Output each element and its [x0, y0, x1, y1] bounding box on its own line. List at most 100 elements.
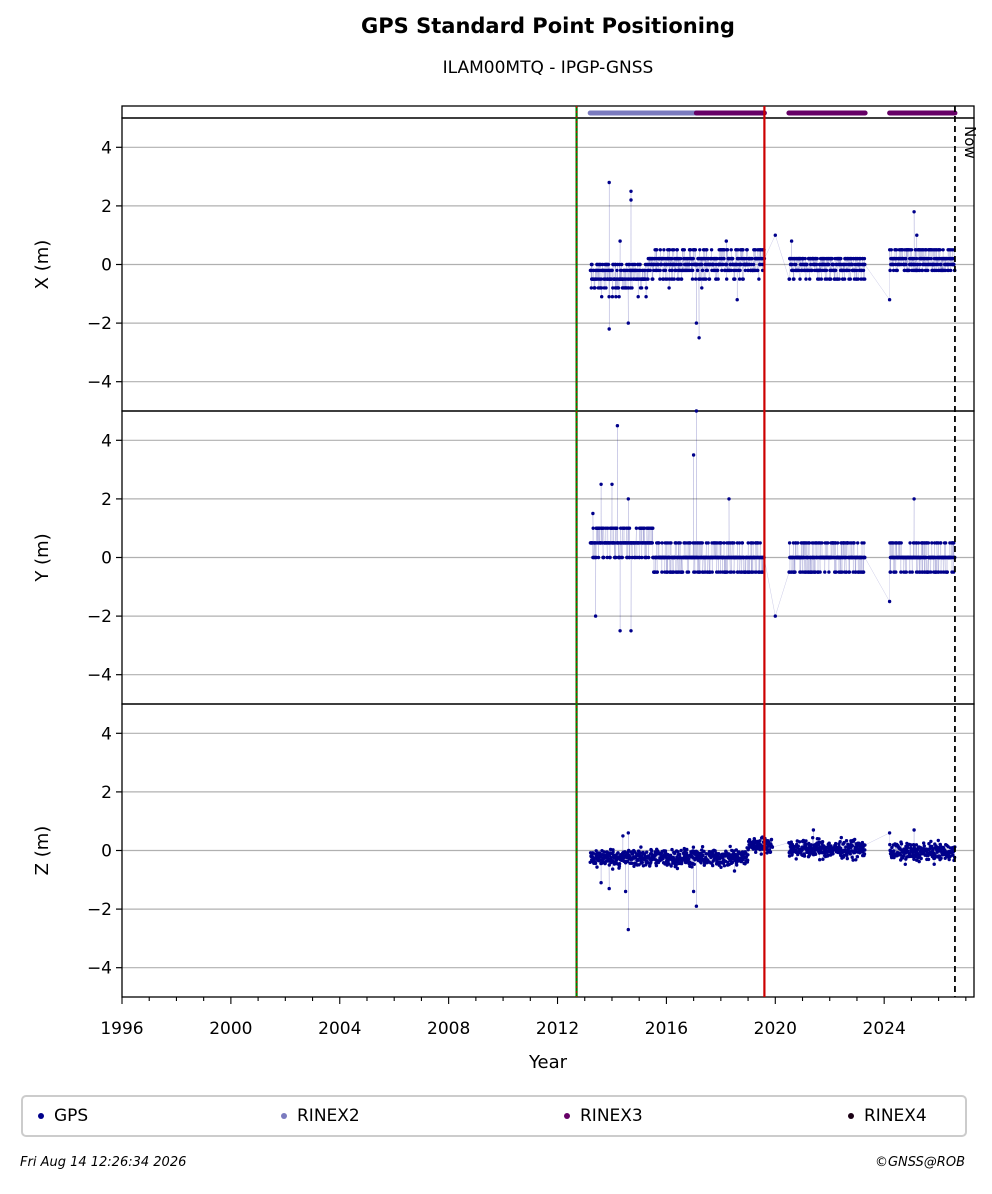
gps-point: [862, 256, 867, 261]
gps-point: [889, 248, 893, 252]
gps-point: [825, 277, 829, 281]
gps-point: [658, 268, 662, 273]
gps-point: [679, 262, 683, 267]
gps-point: [888, 570, 893, 574]
gps-point: [672, 851, 677, 856]
gps-point: [696, 268, 700, 273]
gps-point: [616, 851, 620, 855]
gps-point: [939, 262, 943, 267]
gps-point: [607, 295, 611, 299]
gps-point: [797, 840, 802, 844]
gps-point: [600, 262, 605, 267]
gps-point: [680, 570, 685, 574]
gps-point: [662, 248, 666, 252]
legend-item-rinex2: RINEX2: [281, 1097, 360, 1135]
gps-point: [817, 837, 821, 841]
gps-point: [826, 541, 830, 545]
gps-point: [672, 248, 676, 252]
gps-point: [669, 864, 673, 868]
y-tick-label: 4: [101, 138, 112, 158]
gps-point: [909, 843, 913, 847]
gps-point: [920, 268, 925, 273]
gps-point: [629, 198, 633, 202]
gps-point: [591, 526, 595, 530]
legend-marker-rinex3: [564, 1113, 570, 1119]
gps-point: [639, 845, 643, 849]
gps-point: [658, 248, 662, 252]
gps-point: [674, 268, 678, 273]
gps-point: [606, 526, 610, 530]
gps-point: [926, 268, 930, 273]
gps-point: [610, 268, 614, 273]
chart-subtitle: ILAM00MTQ - IPGP-GNSS: [442, 58, 654, 78]
gps-point: [936, 262, 940, 267]
gps-point: [737, 277, 742, 281]
gps-point: [648, 268, 652, 273]
gps-point: [599, 277, 603, 281]
gps-point: [691, 453, 696, 457]
gps-point: [692, 862, 696, 866]
y-tick-label: 0: [101, 549, 112, 569]
gps-point: [903, 862, 907, 866]
gps-point: [947, 857, 951, 862]
gps-points: [588, 409, 957, 633]
gps-point: [912, 857, 916, 861]
gps-point: [830, 256, 834, 261]
gps-point: [854, 858, 858, 862]
legend-marker-rinex4: [848, 1113, 854, 1119]
gps-point: [638, 851, 643, 855]
gps-point: [607, 886, 611, 891]
gps-point: [916, 541, 921, 545]
gps-point: [844, 570, 848, 574]
gps-point: [735, 863, 739, 867]
gps-point: [746, 541, 750, 545]
gps-point: [856, 277, 860, 281]
gps-point: [949, 268, 953, 273]
gps-point: [750, 256, 754, 261]
gps-point: [656, 262, 660, 267]
gps-point: [734, 848, 738, 852]
gps-point: [793, 570, 797, 574]
gps-point: [711, 863, 715, 868]
gps-point: [599, 286, 604, 290]
gps-point: [769, 837, 774, 842]
gps-point: [792, 844, 797, 849]
gps-point: [850, 855, 854, 859]
gps-point: [824, 268, 829, 273]
gps-point: [813, 570, 817, 574]
gps-point: [593, 614, 598, 618]
gps-point: [697, 336, 701, 340]
gps-point: [834, 570, 838, 574]
y-tick-label: −4: [87, 959, 112, 979]
gps-point: [847, 570, 852, 574]
gps-point: [809, 843, 813, 847]
gps-point: [821, 857, 825, 861]
gps-point: [663, 268, 668, 273]
gps-point: [912, 828, 916, 832]
gps-point: [758, 839, 762, 843]
gps-point: [919, 856, 923, 861]
gps-point: [617, 864, 622, 868]
gps-point: [892, 849, 896, 853]
gps-point: [682, 852, 686, 856]
gps-point: [626, 321, 630, 325]
gps-point: [918, 854, 922, 858]
gps-point: [645, 850, 649, 854]
gps-point: [625, 859, 630, 864]
gps-point: [848, 277, 852, 281]
gps-point: [626, 497, 630, 501]
gps-point: [939, 856, 943, 860]
gps-point: [746, 858, 750, 862]
x-tick-label: 2004: [318, 1019, 361, 1039]
gps-point: [787, 541, 792, 545]
gps-point: [615, 268, 619, 273]
gps-point: [827, 262, 831, 267]
gps-point: [901, 853, 906, 858]
x-tick-label: 2020: [754, 1019, 797, 1039]
gps-point: [596, 555, 601, 560]
gps-point: [917, 859, 921, 864]
gps-points: [588, 828, 957, 932]
panel-z: −4 −2 0 2 4 Z (m): [32, 703, 975, 998]
gps-point: [691, 268, 695, 273]
gps-point: [853, 837, 857, 842]
